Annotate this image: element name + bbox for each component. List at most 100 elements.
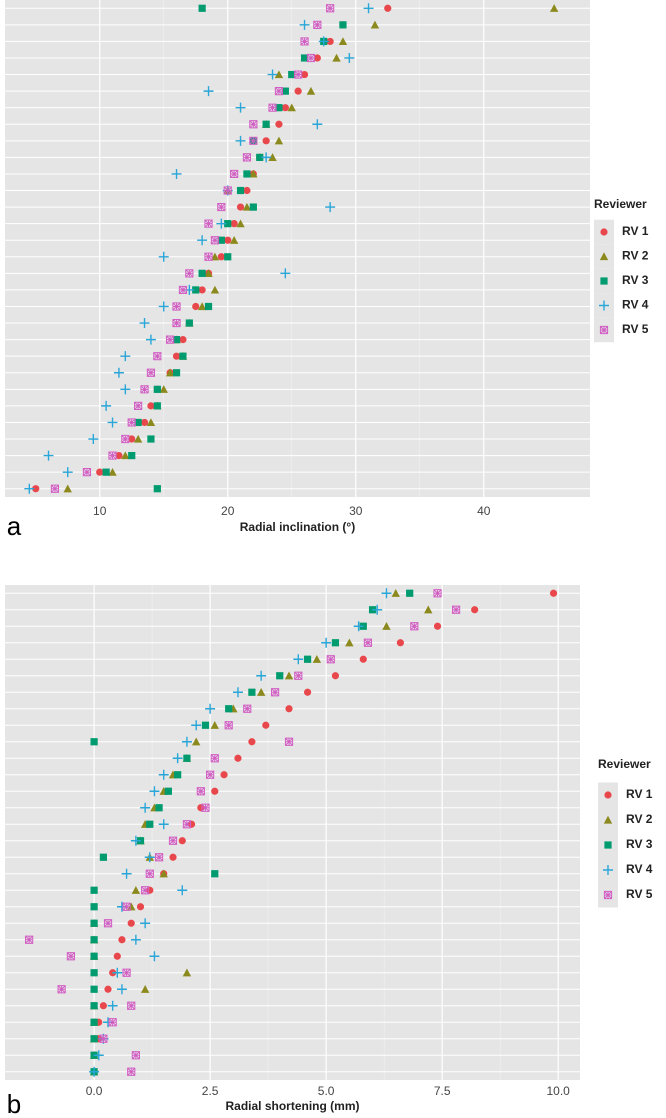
point <box>62 467 73 478</box>
point <box>256 670 267 681</box>
point <box>154 853 164 862</box>
point <box>99 853 107 861</box>
point <box>50 484 60 493</box>
point <box>178 837 186 845</box>
legend-label: RV 1 <box>622 224 649 238</box>
point <box>197 302 207 311</box>
point <box>122 902 131 911</box>
point <box>134 418 142 427</box>
point <box>90 1018 98 1026</box>
point <box>235 102 246 113</box>
point <box>338 37 348 46</box>
point <box>25 935 34 944</box>
point <box>121 451 130 460</box>
x-axis-title: Radial shortening (mm) <box>225 1099 359 1113</box>
point <box>300 70 309 79</box>
point <box>90 1035 98 1043</box>
point <box>303 688 312 696</box>
point <box>205 703 216 714</box>
point <box>276 672 284 680</box>
x-tick-label: 7.5 <box>434 1084 451 1098</box>
point <box>224 236 232 244</box>
point <box>32 485 40 493</box>
point <box>267 69 278 80</box>
point <box>139 318 150 329</box>
point <box>197 235 208 246</box>
x-axis-title: Radial inclination (°) <box>240 520 355 534</box>
point <box>604 791 612 799</box>
point <box>90 919 98 927</box>
point <box>280 268 291 279</box>
point <box>90 903 98 911</box>
point <box>331 639 340 647</box>
point <box>63 484 72 493</box>
point <box>256 153 264 161</box>
point <box>224 253 232 261</box>
point <box>410 622 419 631</box>
point <box>93 1050 104 1061</box>
legend-label: RV 4 <box>626 862 653 876</box>
x-tick-label: 30 <box>349 504 363 518</box>
point <box>158 819 169 830</box>
point <box>104 985 112 993</box>
point <box>300 54 309 62</box>
point <box>236 186 245 195</box>
x-tick-label: 20 <box>221 504 235 518</box>
point <box>248 688 256 696</box>
point <box>326 37 334 46</box>
plot-background <box>5 0 590 497</box>
point <box>141 886 150 895</box>
point <box>183 754 191 762</box>
point <box>406 589 414 597</box>
point <box>313 20 322 29</box>
point <box>345 638 354 647</box>
point <box>140 802 151 813</box>
point <box>192 737 201 746</box>
point <box>210 236 220 245</box>
point <box>600 277 608 285</box>
point <box>256 688 266 696</box>
point <box>145 334 156 345</box>
point <box>153 385 161 393</box>
point <box>549 4 559 12</box>
panel-label: a <box>7 511 22 541</box>
point <box>318 36 329 47</box>
point <box>220 771 228 779</box>
point <box>299 19 310 30</box>
point <box>43 450 54 461</box>
point <box>130 835 141 846</box>
legend-label: RV 2 <box>626 812 653 826</box>
point <box>122 968 131 977</box>
point <box>172 753 183 764</box>
point <box>288 70 296 79</box>
point <box>115 451 123 460</box>
point <box>198 269 206 277</box>
point <box>363 638 373 647</box>
point <box>284 737 294 746</box>
point <box>204 302 213 311</box>
point <box>381 588 392 599</box>
point <box>121 868 132 879</box>
point <box>155 804 163 812</box>
point <box>204 252 213 261</box>
point <box>144 852 155 863</box>
point <box>164 787 172 795</box>
point <box>196 787 205 796</box>
point <box>603 865 613 875</box>
point <box>217 202 226 212</box>
point <box>127 902 136 911</box>
point <box>146 418 156 427</box>
point <box>107 1000 118 1011</box>
point <box>169 853 177 861</box>
point <box>116 984 127 995</box>
point <box>172 318 181 328</box>
point <box>146 368 156 377</box>
point <box>131 1051 140 1060</box>
point <box>127 919 135 927</box>
point <box>113 952 121 960</box>
point <box>206 770 215 779</box>
point <box>121 434 130 444</box>
point <box>89 1066 100 1077</box>
point <box>599 252 609 261</box>
point <box>224 220 232 228</box>
